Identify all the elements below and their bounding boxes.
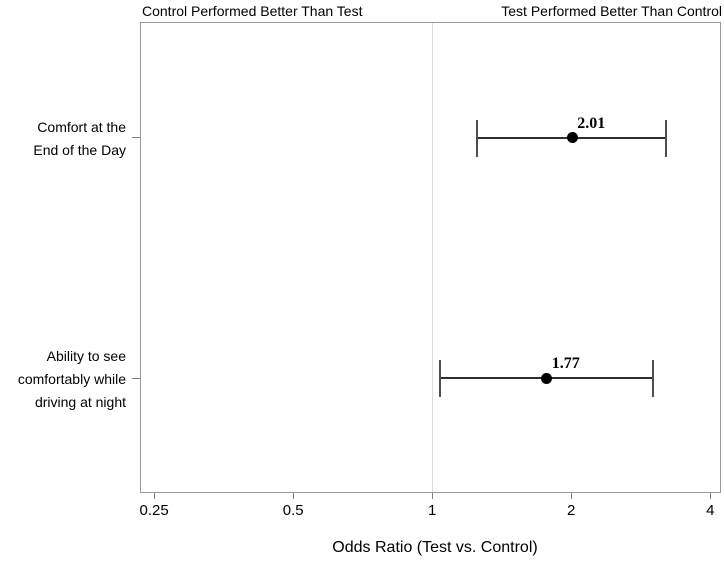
x-axis-title: Odds Ratio (Test vs. Control) [332,539,538,556]
ci-cap-high [651,360,654,398]
x-axis-tick-label: 0.25 [139,502,169,519]
odds-ratio-value: 1.77 [551,355,580,373]
x-axis-tick [571,493,573,499]
column-header-right: Test Performed Better Than Control [501,3,722,19]
odds-ratio-value: 2.01 [577,114,606,132]
y-axis-tick [132,137,140,139]
y-axis-tick [132,377,140,379]
x-axis-tick-label: 1 [428,502,437,519]
row-label: Ability to see comfortably while driving… [17,347,126,410]
reference-line [431,23,433,492]
odds-ratio-dot [566,132,578,144]
x-axis-tick [710,493,712,499]
x-axis-tick [432,493,434,499]
x-axis-tick-label: 0.5 [282,502,304,519]
x-axis-tick [293,493,295,499]
x-axis-tick-label: 4 [706,502,715,519]
row-label: Comfort at the End of the Day [33,118,126,158]
column-header-left: Control Performed Better Than Test [142,3,363,19]
ci-cap-low [439,360,442,398]
ci-cap-low [475,119,478,157]
ci-cap-high [664,119,667,157]
plot-area [140,22,721,493]
x-axis-tick-label: 2 [567,502,576,519]
x-axis-tick [154,493,156,499]
odds-ratio-dot [541,372,553,384]
